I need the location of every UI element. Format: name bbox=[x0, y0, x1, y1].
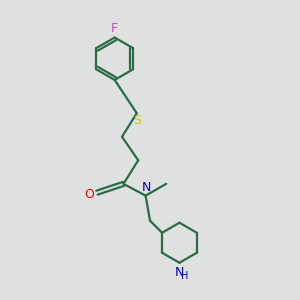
Text: S: S bbox=[133, 114, 141, 127]
Text: O: O bbox=[85, 188, 94, 201]
Text: F: F bbox=[111, 22, 118, 35]
Text: H: H bbox=[181, 271, 188, 281]
Text: N: N bbox=[142, 181, 152, 194]
Text: N: N bbox=[175, 266, 184, 279]
